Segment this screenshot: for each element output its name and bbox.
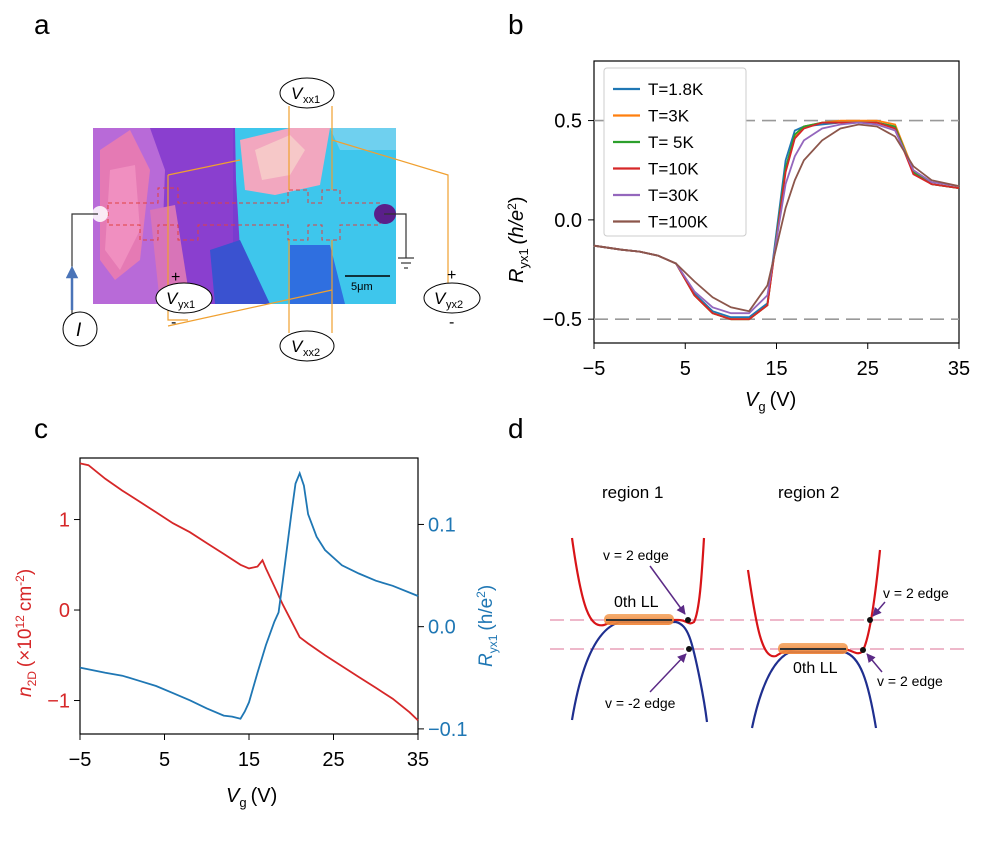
legend-entry: T=1.8K bbox=[648, 80, 704, 99]
right-axis-label-c: Ryx1(h/e2) bbox=[474, 585, 500, 667]
panel-letter-d: d bbox=[508, 413, 524, 444]
x-tick-label: −5 bbox=[69, 749, 92, 771]
region1-edge-lower-label: v = -2 edge bbox=[605, 695, 676, 711]
svg-text:-: - bbox=[171, 314, 176, 331]
svg-text:+: + bbox=[171, 269, 180, 286]
series-line bbox=[79, 470, 419, 720]
svg-text:xx2: xx2 bbox=[303, 347, 320, 359]
x-tick-label: 25 bbox=[857, 358, 879, 380]
x-axis-label-c: Vg (V) bbox=[226, 785, 277, 810]
plot-frame-c bbox=[79, 457, 419, 735]
axis-ticks: −5 5 15 25 35 −1 0 1 −0.1 0.0 0.1 bbox=[47, 510, 467, 771]
vxx1-label: V xx1 bbox=[279, 77, 335, 109]
region1-ll-label: 0th LL bbox=[614, 594, 659, 611]
svg-text:-: - bbox=[449, 314, 454, 331]
svg-text:V: V bbox=[166, 289, 179, 308]
series-line bbox=[79, 462, 419, 722]
panel-letter-c: c bbox=[34, 413, 48, 444]
left-y-tick-label: 1 bbox=[59, 510, 70, 532]
y-tick-label: −0.5 bbox=[543, 309, 582, 331]
scalebar-label: 5μm bbox=[351, 281, 373, 293]
svg-text:V: V bbox=[291, 84, 304, 103]
panel-letter-b: b bbox=[508, 9, 524, 40]
vyx1-label: V yx1 + - bbox=[155, 269, 213, 331]
panel-b: b −5 5 15 25 35−0.50.00.5 T=1.8KT=3KT= 5KT=1… bbox=[505, 9, 970, 414]
panel-d: d region 1 region 2 0th LL v = 2 edge v … bbox=[508, 413, 968, 729]
panel-c: c −5 5 15 25 35 −1 0 1 −0.1 0.0 0.1 Vg (V) n2D(×101… bbox=[13, 413, 500, 810]
series-lines bbox=[593, 119, 960, 321]
legend-entry: T=30K bbox=[648, 186, 699, 205]
reference-lines bbox=[594, 119, 959, 320]
x-tick-label: 25 bbox=[322, 749, 344, 771]
x-tick-label: 15 bbox=[765, 358, 787, 380]
axis-ticks: −5 5 15 25 35 −0.5 0.0 0.5 bbox=[543, 111, 971, 380]
left-axis-label-c: n2D(×1012cm-2) bbox=[13, 569, 39, 697]
svg-text:V: V bbox=[291, 337, 304, 356]
series-line bbox=[593, 123, 960, 313]
region1-edge-upper-label: v = 2 edge bbox=[603, 547, 669, 563]
x-axis-label-b: Vg (V) bbox=[745, 389, 796, 414]
y-tick-label: 0.0 bbox=[554, 210, 582, 232]
y-tick-label: 0.5 bbox=[554, 111, 582, 133]
legend: T=1.8K T=3K T= 5K T=10K T=30K T=100K bbox=[603, 67, 747, 237]
right-y-tick-label: −0.1 bbox=[428, 719, 467, 741]
x-tick-label: −5 bbox=[583, 358, 606, 380]
svg-text:I: I bbox=[76, 320, 82, 341]
right-y-tick-label: 0.0 bbox=[428, 617, 456, 639]
current-label: I bbox=[62, 311, 98, 347]
region2-edge-upper-label: v = 2 edge bbox=[883, 585, 949, 601]
svg-text:V: V bbox=[434, 289, 447, 308]
legend-entry: T= 5K bbox=[648, 133, 694, 152]
svg-text:+: + bbox=[447, 267, 456, 284]
x-tick-label: 5 bbox=[159, 749, 170, 771]
svg-text:yx1: yx1 bbox=[178, 299, 195, 311]
region2-conduction-band bbox=[746, 549, 882, 658]
region2-title: region 2 bbox=[778, 483, 839, 502]
left-y-tick-label: −1 bbox=[47, 691, 70, 713]
region2-edge-lower-label: v = 2 edge bbox=[877, 673, 943, 689]
vxx2-label: V xx2 bbox=[279, 330, 335, 362]
x-tick-label: 15 bbox=[238, 749, 260, 771]
legend-entry: T=10K bbox=[648, 160, 699, 179]
x-tick-label: 35 bbox=[948, 358, 970, 380]
legend-entry: T=3K bbox=[648, 107, 690, 126]
y-axis-label-b: Ryx1(h/e2) bbox=[505, 196, 531, 283]
left-y-tick-label: 0 bbox=[59, 600, 70, 622]
legend-entry: T=100K bbox=[648, 213, 709, 232]
series-lines bbox=[79, 462, 419, 722]
x-tick-label: 35 bbox=[407, 749, 429, 771]
device-image: 5μm bbox=[92, 128, 396, 304]
vyx2-label: V yx2 + - bbox=[423, 267, 481, 331]
svg-text:yx2: yx2 bbox=[446, 299, 463, 311]
region2-ll-label: 0th LL bbox=[793, 660, 838, 677]
right-y-tick-label: 0.1 bbox=[428, 514, 456, 536]
panel-letter-a: a bbox=[34, 9, 50, 40]
region1-title: region 1 bbox=[602, 483, 663, 502]
svg-text:xx1: xx1 bbox=[303, 94, 320, 106]
panel-a: a 5μm bbox=[34, 9, 481, 362]
region1-valence-band bbox=[570, 620, 709, 723]
x-tick-label: 5 bbox=[680, 358, 691, 380]
